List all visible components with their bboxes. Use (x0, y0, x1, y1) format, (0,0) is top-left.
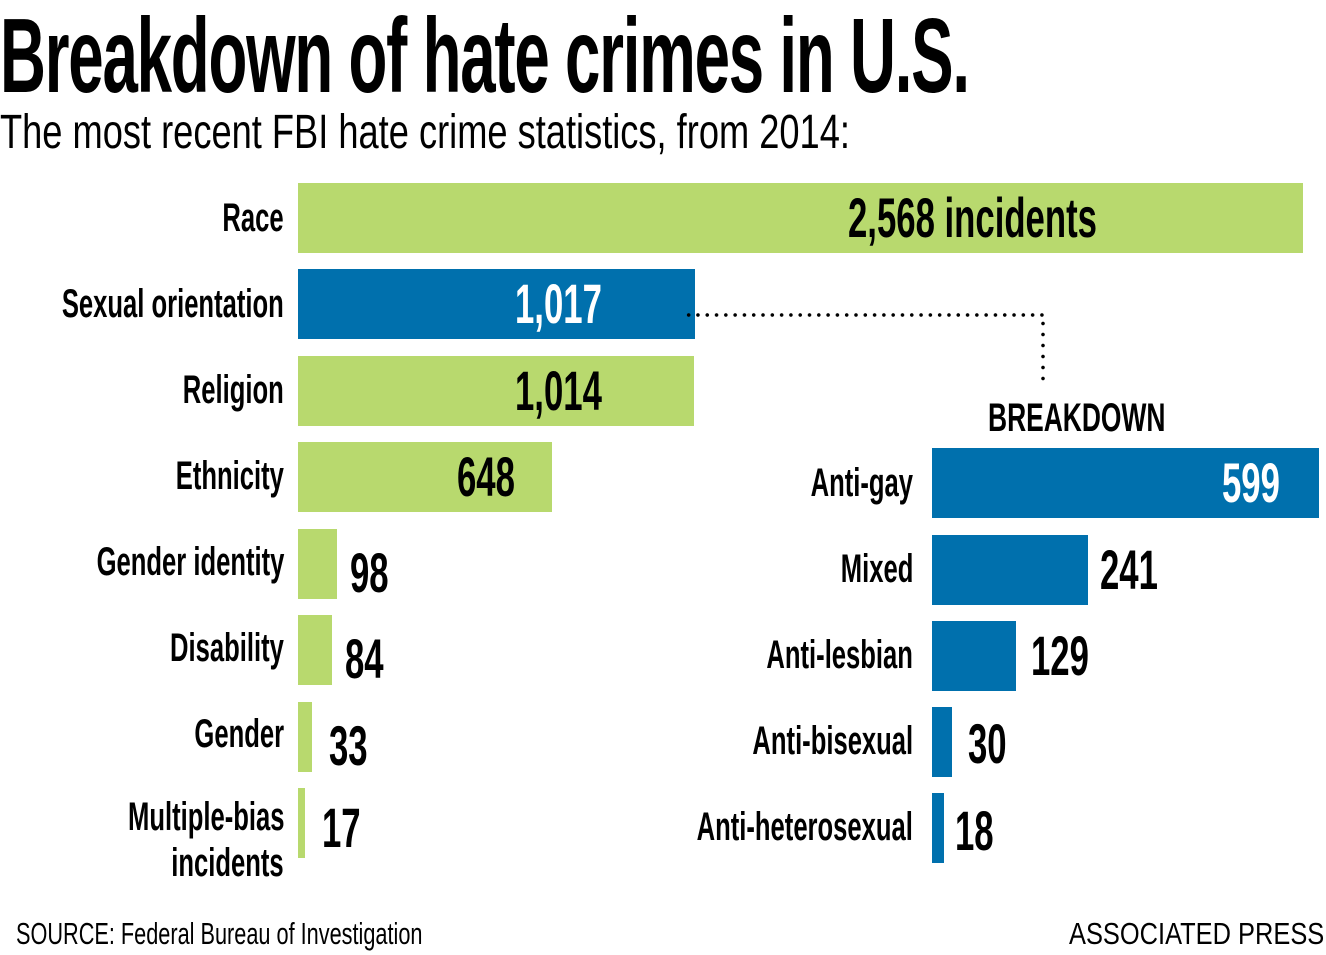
bar-value-anti-gay: 599 (1222, 451, 1280, 514)
bar-value-anti-bisexual: 30 (968, 712, 1007, 775)
bar-value-religion: 1,014 (515, 359, 602, 422)
bar-value-sexual-orientation: 1,017 (515, 272, 602, 335)
category-label: incidents (171, 841, 284, 885)
bar-value-gender: 33 (329, 714, 368, 777)
breakdown-label: Anti-heterosexual (696, 805, 913, 849)
bar-value-ethnicity: 648 (457, 445, 515, 508)
breakdown-heading: BREAKDOWN (988, 396, 1166, 440)
credit-line: ASSOCIATED PRESS (1068, 916, 1324, 951)
bar-anti-lesbian (932, 621, 1016, 691)
bar-race (298, 183, 1303, 253)
bar-sexual-orientation (298, 269, 695, 339)
category-label: Disability (170, 626, 284, 670)
bar-value-gender-identity: 98 (350, 541, 389, 604)
bar-value-multiple-bias: 17 (322, 796, 361, 859)
bar-disability (298, 615, 332, 685)
bar-ethnicity (298, 442, 552, 512)
category-label: Gender (194, 712, 284, 756)
category-label: Religion (183, 368, 284, 412)
bar-multiple-bias (298, 788, 305, 858)
bar-gender-identity (298, 529, 337, 599)
bar-mixed (932, 535, 1088, 605)
source-note: SOURCE: Federal Bureau of Investigation (16, 916, 423, 951)
category-label: Race (222, 196, 284, 240)
bar-value-disability: 84 (345, 627, 384, 690)
category-label: Multiple-bias (127, 795, 284, 839)
breakdown-label: Mixed (840, 547, 913, 591)
bar-anti-heterosexual (932, 793, 944, 863)
bar-value-anti-heterosexual: 18 (955, 799, 994, 862)
bar-anti-bisexual (932, 707, 952, 777)
bar-value-race: 2,568 incidents (848, 186, 1097, 249)
main-category-labels: Race Sexual orientation Religion Ethnici… (0, 0, 284, 955)
breakdown-label: Anti-lesbian (766, 633, 914, 677)
dotted-connector-vertical (1040, 318, 1046, 384)
category-label: Sexual orientation (62, 282, 284, 326)
bar-value-mixed: 241 (1100, 538, 1158, 601)
breakdown-label: Anti-bisexual (752, 719, 913, 763)
bar-value-anti-lesbian: 129 (1031, 624, 1089, 687)
category-label: Ethnicity (175, 454, 284, 498)
bar-gender (298, 702, 312, 772)
dotted-connector-horizontal (684, 312, 1046, 318)
chart-title: Breakdown of hate crimes in U.S. (0, 0, 970, 115)
bar-anti-gay (932, 448, 1319, 518)
bar-religion (298, 356, 694, 426)
chart-subtitle: The most recent FBI hate crime statistic… (0, 106, 850, 159)
breakdown-category-labels: Anti-gay Mixed Anti-lesbian Anti-bisexua… (600, 0, 913, 955)
category-label: Gender identity (96, 540, 284, 584)
breakdown-label: Anti-gay (810, 461, 913, 505)
